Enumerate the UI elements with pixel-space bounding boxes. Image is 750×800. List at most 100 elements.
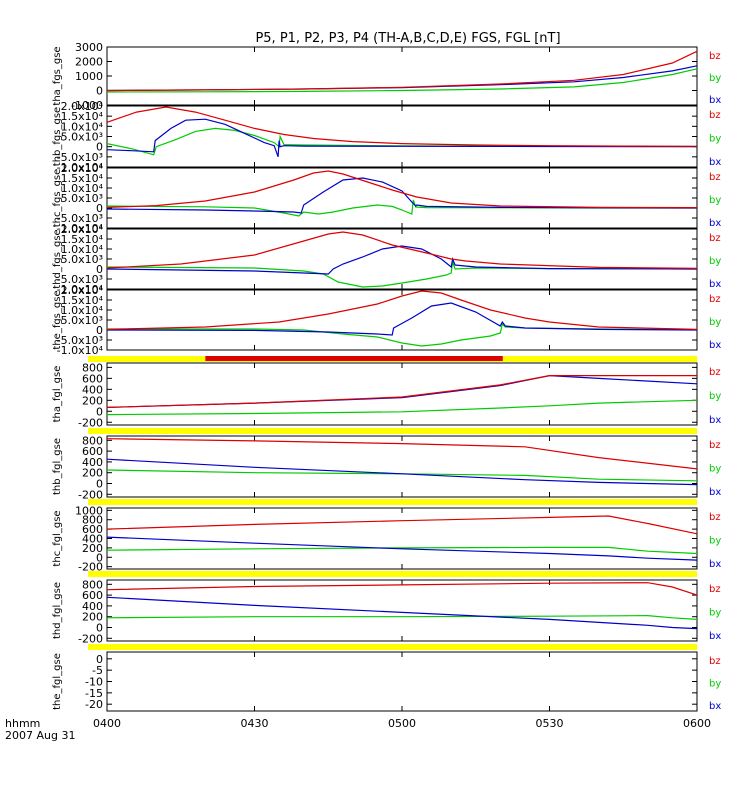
panel-ylabel: the_fgl_gse: [52, 653, 63, 710]
panel-frame: [106, 228, 698, 290]
y-tick-label: 3000: [75, 41, 103, 54]
y-tick-label: 800: [82, 361, 103, 374]
red-bar: [205, 356, 503, 361]
y-tick-label: 200: [82, 542, 103, 555]
legend-bz: bz: [709, 584, 721, 595]
series-by-line: [106, 261, 698, 288]
legend-by: by: [709, 464, 721, 475]
y-tick-label: 400: [82, 533, 103, 546]
series-bx-line: [106, 118, 698, 157]
series-bx-line: [106, 458, 698, 486]
y-tick-label: -20: [85, 698, 103, 711]
legend-bx: bx: [709, 559, 721, 570]
bars-layer: [88, 356, 697, 650]
legend-bz: bz: [709, 367, 721, 378]
series-by-line: [106, 127, 698, 156]
y-tick-label: 0: [96, 85, 103, 98]
y-tick-label: 0: [96, 202, 103, 215]
legend-bx: bx: [709, 415, 721, 426]
y-tick-label: 2.0x10⁴: [61, 223, 104, 236]
panel-the_fgs_gse: 2.0x10⁴1.5x10⁴1.0x10⁴5.0x10³0-5.0x10³-1.…: [52, 284, 721, 357]
y-tick-label: -200: [78, 416, 103, 429]
series-by-line: [106, 399, 698, 416]
y-tick-label: 800: [82, 514, 103, 527]
y-tick-label: -15: [85, 687, 103, 700]
y-tick-label: -200: [78, 488, 103, 501]
y-tick-label: 0: [96, 478, 103, 491]
y-tick-label: 0: [96, 263, 103, 276]
series-by-line: [106, 614, 698, 620]
yellow-bar: [88, 499, 697, 505]
series-bz-line: [106, 375, 697, 408]
y-tick-label: 200: [82, 611, 103, 624]
y-tick-label: 800: [82, 578, 103, 591]
series-bz-line: [106, 50, 698, 92]
legend-bz: bz: [709, 51, 721, 62]
y-tick-label: -5: [92, 664, 103, 677]
y-tick-label: -200: [78, 632, 103, 645]
panel-frame: [106, 435, 698, 498]
legend-bx: bx: [709, 340, 721, 351]
y-tick-label: 5.0x10³: [61, 314, 103, 327]
panel-ylabel: tha_fgl_gse: [52, 366, 63, 423]
x-tick-label: 0430: [241, 717, 269, 730]
series-by-line: [106, 546, 698, 555]
series-bz-line: [106, 438, 698, 470]
y-tick-label: -1.0x10⁴: [57, 344, 104, 357]
y-tick-label: 400: [82, 600, 103, 613]
series-bz-line: [106, 106, 698, 147]
y-tick-label: -200: [78, 561, 103, 574]
y-tick-label: 600: [82, 372, 103, 385]
y-tick-label: 200: [82, 394, 103, 407]
y-tick-label: 600: [82, 445, 103, 458]
y-tick-label: 1.0x10⁴: [61, 120, 104, 133]
series-by-line: [106, 199, 697, 217]
plot-title: P5, P1, P2, P3, P4 (TH-A,B,C,D,E) FGS, F…: [255, 31, 560, 46]
series-bx-line: [106, 302, 698, 336]
legend-bz: bz: [709, 440, 721, 451]
series-bx-line: [106, 245, 698, 275]
y-tick-label: 1.5x10⁴: [61, 172, 104, 185]
series-bz-line: [106, 582, 698, 596]
y-tick-label: 600: [82, 523, 103, 536]
y-tick-label: -10: [85, 676, 103, 689]
series-bx-line: [106, 536, 698, 561]
series-by-line: [106, 469, 698, 482]
legend-bx: bx: [709, 701, 721, 712]
y-tick-label: 400: [82, 456, 103, 469]
y-tick-label: 0: [96, 622, 103, 635]
y-tick-label: 0: [96, 653, 103, 666]
legend-bx: bx: [709, 279, 721, 290]
y-tick-label: 1000: [75, 504, 103, 517]
legend-bx: bx: [709, 157, 721, 168]
y-tick-label: 1.5x10⁴: [61, 110, 104, 123]
y-tick-label: 1.0x10⁴: [61, 243, 104, 256]
y-tick-label: -5.0x10³: [57, 151, 103, 164]
panel-frame: [106, 579, 698, 642]
legend-bz: bz: [709, 172, 721, 183]
panel-ylabel: thd_fgl_gse: [52, 582, 63, 639]
series-bx-line: [106, 596, 698, 630]
y-tick-label: 1.5x10⁴: [61, 294, 104, 307]
legend-by: by: [709, 679, 721, 690]
legend-by: by: [709, 608, 721, 619]
legend-bz: bz: [709, 294, 721, 305]
y-tick-label: 1.0x10⁴: [61, 182, 104, 195]
panel-frame: [106, 105, 698, 168]
legend-by: by: [709, 536, 721, 547]
series-bx-line: [106, 177, 698, 214]
legend-bx: bx: [709, 95, 721, 106]
panel-ylabel: thb_fgl_gse: [52, 438, 63, 495]
x-tick-label: 0600: [683, 717, 711, 730]
y-tick-label: 600: [82, 589, 103, 602]
legend-by: by: [709, 256, 721, 267]
y-tick-label: -5.0x10³: [57, 334, 103, 347]
series-bz-line: [106, 515, 698, 535]
y-tick-label: -5.0x10³: [57, 273, 103, 286]
legend-by: by: [709, 317, 721, 328]
legend-by: by: [709, 134, 721, 145]
